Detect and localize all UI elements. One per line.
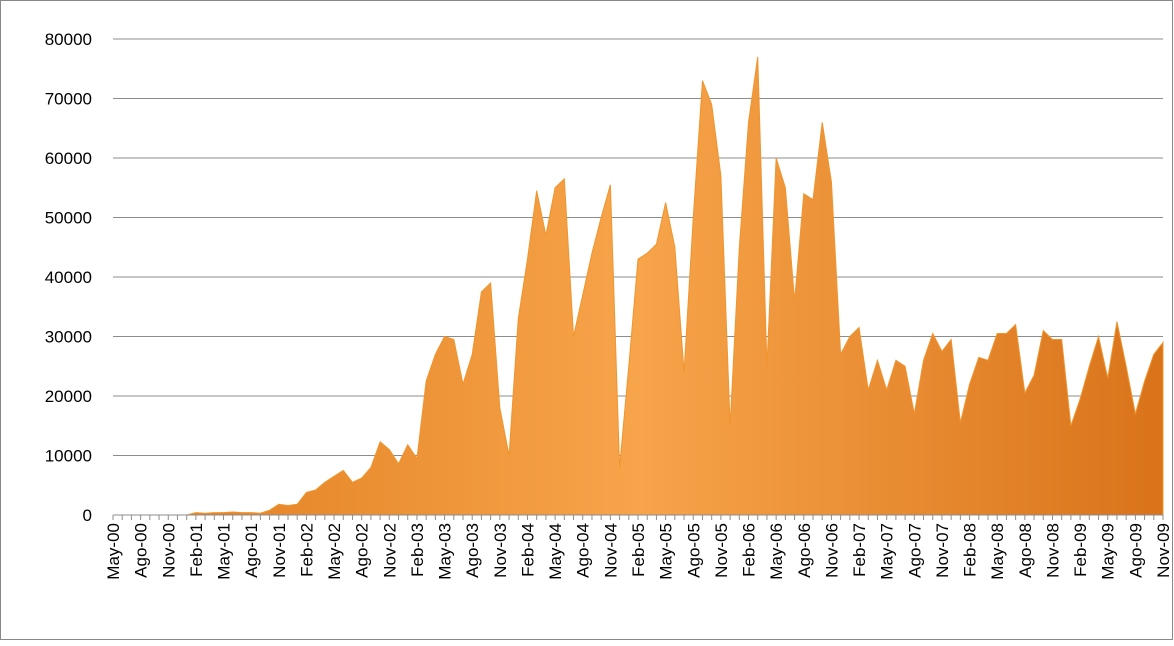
x-tick-label: Feb-08 [961,523,980,577]
x-tick-label: Ago-03 [463,523,482,578]
x-tick-label: May-08 [988,523,1007,580]
y-tick-label: 20000 [45,387,92,406]
y-tick-label: 70000 [45,90,92,109]
x-tick-label: Ago-05 [684,523,703,578]
y-tick-label: 60000 [45,149,92,168]
y-tick-label: 0 [83,506,92,525]
x-tick-label: May-06 [767,523,786,580]
area [113,56,1164,516]
x-tick-label: Feb-02 [297,523,316,577]
y-tick-label: 40000 [45,268,92,287]
x-tick-label: Feb-04 [518,523,537,577]
x-tick-label: May-03 [436,523,455,580]
x-tick-label: Nov-00 [159,523,178,578]
x-tick-label: Ago-01 [242,523,261,578]
x-tick-label: Nov-01 [270,523,289,578]
x-tick-label: May-02 [325,523,344,580]
x-tick-label: Ago-02 [353,523,372,578]
x-tick-label: Nov-09 [1154,523,1173,578]
x-tick-label: May-01 [215,523,234,580]
x-tick-label: Ago-00 [132,523,151,578]
x-tick-label: Nov-08 [1043,523,1062,578]
x-tick-label: May-04 [546,523,565,580]
x-tick-label: May-00 [104,523,123,580]
y-tick-label: 30000 [45,328,92,347]
x-tick-label: Feb-06 [740,523,759,577]
x-tick-label: Ago-06 [795,523,814,578]
x-tick-label: Feb-01 [187,523,206,577]
x-tick-label: Nov-04 [601,523,620,578]
x-tick-label: Feb-09 [1071,523,1090,577]
x-tick-label: Nov-05 [712,523,731,578]
x-tick-label: Ago-09 [1126,523,1145,578]
x-tick-label: May-07 [878,523,897,580]
y-tick-label: 10000 [45,447,92,466]
x-tick-label: Ago-08 [1016,523,1035,578]
x-tick-label: Ago-04 [574,523,593,578]
x-tick-label: Feb-07 [850,523,869,577]
x-tick-label: Nov-03 [491,523,510,578]
y-tick-label: 50000 [45,209,92,228]
x-tick-label: Nov-06 [822,523,841,578]
x-tick-label: Feb-03 [408,523,427,577]
x-tick-label: May-05 [657,523,676,580]
x-tick-label: Nov-02 [380,523,399,578]
x-tick-label: Ago-07 [905,523,924,578]
x-tick-label: Nov-07 [933,523,952,578]
x-tick-label: Feb-05 [629,523,648,577]
y-tick-label: 80000 [45,30,92,49]
x-tick-label: May-09 [1099,523,1118,580]
